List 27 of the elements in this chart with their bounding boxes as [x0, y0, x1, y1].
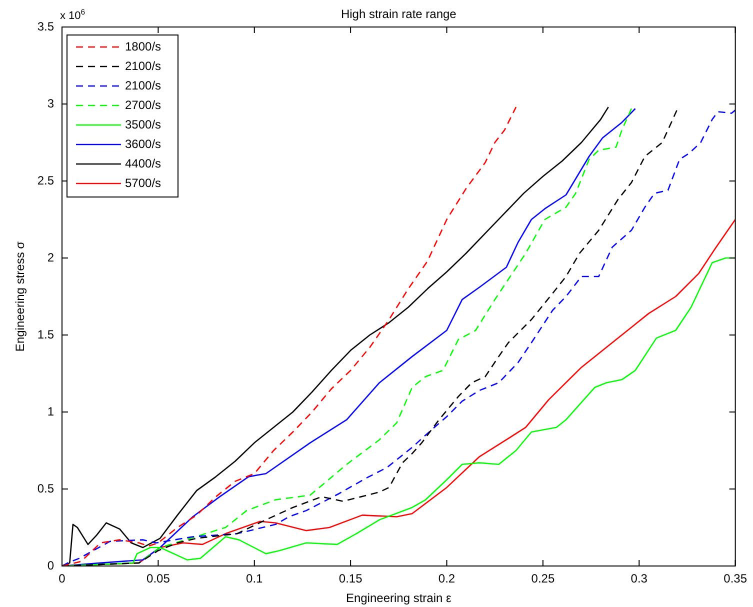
y-tick-label: 3.5 — [37, 19, 54, 34]
x-tick-label: 0.05 — [146, 572, 170, 586]
legend-label: 3500/s — [125, 117, 162, 132]
x-tick-label: 0.35 — [724, 572, 748, 586]
y-axis-title: Engineering stress σ — [13, 240, 27, 352]
y-tick-label: 0 — [47, 558, 54, 572]
legend-label: 4400/s — [125, 156, 162, 170]
y-tick-label: 1.5 — [37, 327, 54, 342]
legend-label: 5700/s — [125, 176, 162, 190]
chart-title: High strain rate range — [340, 7, 457, 21]
legend-label: 3600/s — [125, 136, 162, 151]
x-tick-label: 0.1 — [246, 572, 264, 586]
y-tick-label: 1 — [47, 404, 54, 418]
y-tick-label: 3 — [47, 96, 54, 110]
x-tick-label: 0.2 — [438, 572, 456, 586]
y-tick-label: 0.5 — [37, 481, 54, 496]
x-tick-label: 0.25 — [531, 572, 555, 586]
y-tick-label: 2 — [47, 250, 54, 264]
x-tick-label: 0 — [58, 572, 66, 586]
x-tick-label: 0.3 — [630, 572, 648, 586]
legend-label: 2100/s — [125, 78, 162, 92]
legend-label: 2100/s — [125, 58, 162, 73]
x-axis-title: Engineering strain ε — [346, 591, 452, 605]
y-tick-label: 2.5 — [37, 173, 54, 188]
x-tick-label: 0.15 — [338, 572, 363, 586]
legend-label: 2700/s — [125, 98, 162, 112]
legend-label: 1800/s — [125, 39, 162, 54]
